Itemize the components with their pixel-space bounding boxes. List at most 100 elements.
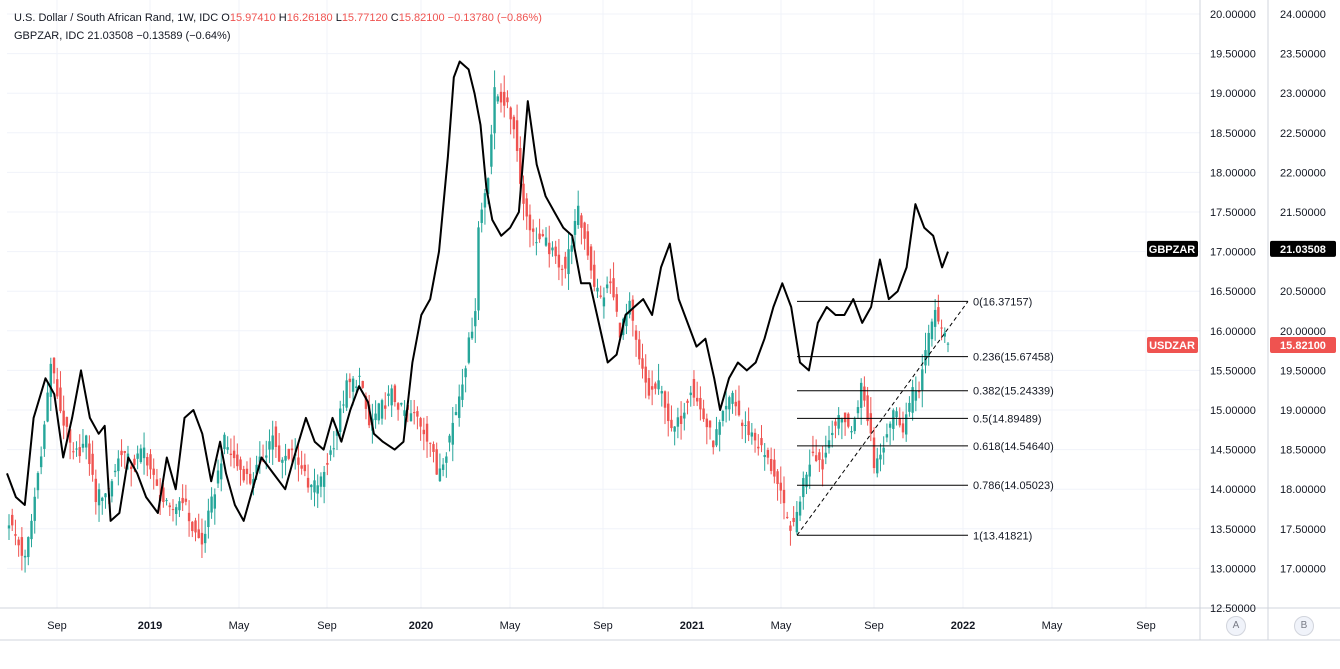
candle-body [824,452,828,458]
candle-body [654,383,657,389]
candle-body [322,471,326,487]
candle-body [104,493,107,498]
candle-body [43,424,46,449]
candle-body [113,470,117,473]
candle-body [245,468,249,475]
candle-body [789,525,792,531]
candle-body [120,450,123,456]
candle-body [901,423,905,433]
candle-body [786,516,789,518]
candle-body [753,432,757,441]
candle-body [757,446,760,449]
candle-body [548,242,551,255]
left-axis-tick-label: 17.50000 [1210,207,1256,219]
candle-body [843,412,847,423]
time-axis-tick-label: May [500,620,521,632]
candle-body [847,413,850,427]
fib-level-label: 0.5(14.89489) [973,413,1042,425]
candle-body [699,397,702,410]
candle-body [850,431,853,433]
candle-body [779,482,782,491]
time-axis-tick-label: Sep [47,620,67,632]
candle-body [310,484,313,488]
candle-body [91,453,94,475]
legend-gbpzar-name: GBPZAR, IDC [14,30,85,42]
candle-body [474,311,477,327]
usdzar-candles [7,70,950,573]
legend-low-label: L [335,12,342,24]
candle-body [297,457,300,465]
candle-body [631,299,635,321]
left-axis-tick-label: 16.00000 [1210,326,1256,338]
candle-body [229,453,233,455]
candle-body [660,391,663,394]
right-axis-tick-label: 18.50000 [1280,445,1326,457]
candle-body [165,500,168,502]
candle-body [419,418,422,427]
candle-body [689,392,692,396]
candle-body [737,400,741,416]
candle-body [84,435,88,448]
candle-body [863,386,866,401]
candle-body [715,429,718,446]
candle-body [911,387,914,413]
candle-body [7,525,11,529]
axis-mode-b-button[interactable]: B [1294,616,1314,636]
candle-body [403,410,406,416]
candle-body [207,510,210,528]
axis-mode-a-button[interactable]: A [1226,616,1246,636]
candle-body [242,469,245,481]
candle-body [300,465,303,469]
candle-body [763,454,766,458]
time-axis-tick-label: 2021 [680,620,704,632]
legend-gbpzar: GBPZAR, IDC 21.03508 −0.13589 (−0.64%) [14,30,231,42]
candle-body [400,402,403,405]
candle-body [647,378,651,396]
candle-body [625,313,628,327]
candle-body [821,459,824,470]
candle-body [667,403,670,422]
candle-body [396,403,400,410]
candle-body [782,489,786,504]
gbpzar-series-line [6,60,949,522]
candle-body [139,448,143,463]
candle-body [454,412,458,416]
time-axis-tick-label: 2019 [138,620,162,632]
candle-body [612,278,615,298]
legend-high-label: H [278,12,287,24]
candle-body [445,456,448,463]
candle-body [650,386,654,390]
candle-body [187,512,191,522]
series-price-tag-label: 21.03508 [1280,244,1326,256]
left-axis-tick-label: 18.50000 [1210,128,1256,140]
candle-body [432,444,435,452]
candle-body [708,420,712,428]
candle-body [792,517,795,522]
candle-body [168,505,171,508]
candle-body [808,464,811,477]
candle-body [760,438,763,446]
candle-body [351,378,355,392]
candle-body [78,447,81,457]
candle-body [223,434,226,449]
candle-body [679,415,683,425]
fib-level-label: 0.236(15.67458) [973,352,1054,364]
candle-body [882,447,885,453]
candle-body [924,350,927,366]
candle-body [705,418,709,428]
left-axis-tick-label: 13.50000 [1210,524,1256,536]
left-axis-tick-label: 14.50000 [1210,445,1256,457]
candle-body [265,455,268,458]
candle-body [554,246,557,257]
candle-body [416,411,419,417]
candle-body [557,254,561,268]
candle-body [364,396,368,409]
candle-body [290,448,294,451]
candle-body [609,281,612,284]
candle-body [904,414,908,435]
candle-body [438,468,442,482]
price-tags: GBPZAR 21.03508 USDZAR 15.82100 [1147,240,1336,353]
candle-body [831,432,834,436]
candle-body [724,405,728,410]
